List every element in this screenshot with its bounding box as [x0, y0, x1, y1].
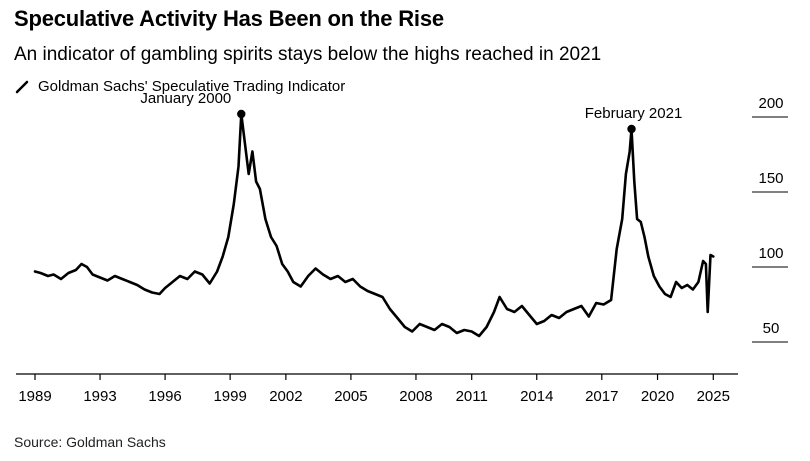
chart-source: Source: Goldman Sachs: [14, 434, 166, 450]
y-tick-label: 50: [763, 320, 780, 337]
y-tick-label: 200: [758, 95, 783, 112]
x-tick-label: 1993: [83, 388, 116, 405]
x-tick-label: 1989: [18, 388, 51, 405]
x-tick-label: 2005: [334, 388, 367, 405]
annotation-label: February 2021: [585, 105, 683, 122]
y-tick-label: 150: [758, 170, 783, 187]
annotation-label: January 2000: [140, 90, 231, 107]
x-tick-label: 2008: [399, 388, 432, 405]
x-tick-label: 2020: [641, 388, 674, 405]
chart-title: Speculative Activity Has Been on the Ris…: [14, 6, 444, 31]
x-tick-label: 2025: [697, 388, 730, 405]
annotation-point: [237, 109, 246, 119]
x-tick-label: 1996: [148, 388, 181, 405]
x-tick-label: 2002: [269, 388, 302, 405]
x-tick-label: 2011: [456, 388, 488, 405]
legend-label: Goldman Sachs' Speculative Trading Indic…: [38, 78, 346, 95]
legend: Goldman Sachs' Speculative Trading Indic…: [14, 78, 345, 95]
x-tick-label: 1999: [213, 388, 246, 405]
x-tick-label: 2017: [585, 388, 618, 405]
series-line-0: [33, 112, 715, 338]
annotation-point: [627, 124, 636, 134]
legend-line-swatch-icon: [15, 80, 29, 93]
x-tick-label: 2014: [520, 388, 553, 405]
y-tick-label: 100: [758, 245, 783, 262]
chart-subtitle: An indicator of gambling spirits stays b…: [14, 44, 602, 65]
